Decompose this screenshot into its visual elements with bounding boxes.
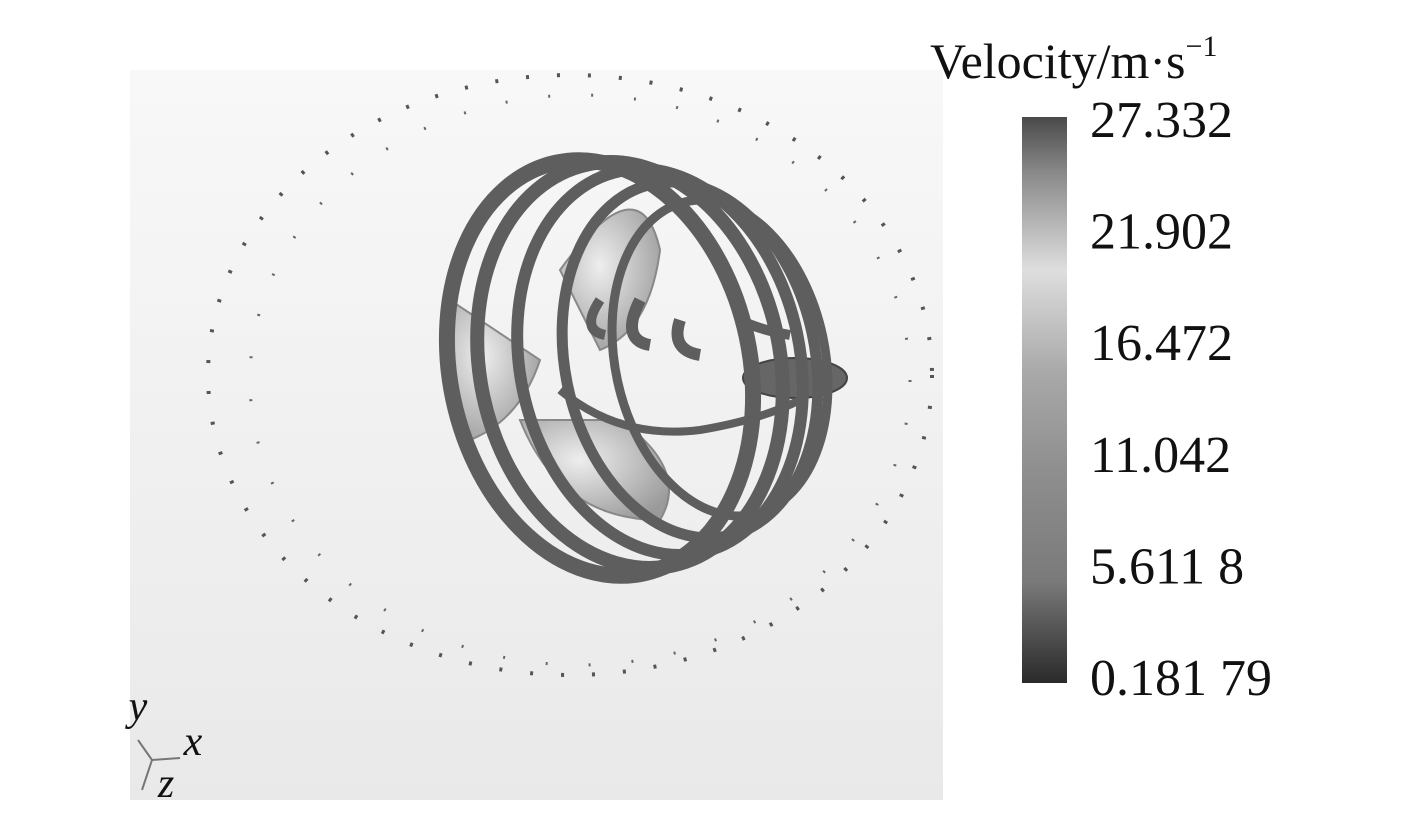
axis-label-x: x xyxy=(183,719,203,765)
axes-triad: y x z xyxy=(125,684,203,807)
scatter-fragments xyxy=(206,73,934,677)
vortex-rings xyxy=(438,152,833,584)
colorbar-labels: 27.332 21.902 16.472 11.042 5.611 8 0.181 79 xyxy=(1090,92,1272,707)
colorbar-label: 11.042 xyxy=(1090,427,1231,484)
colorbar-title-text: Velocity/m·s xyxy=(930,33,1186,89)
colorbar-label: 0.181 79 xyxy=(1090,650,1272,707)
colorbar-title-superscript: −1 xyxy=(1186,30,1218,63)
axis-label-y: y xyxy=(125,684,148,730)
colorbar-label: 27.332 xyxy=(1090,92,1233,149)
colorbar-label: 21.902 xyxy=(1090,204,1233,261)
axis-label-z: z xyxy=(157,761,174,807)
colorbar xyxy=(1022,117,1067,683)
colorbar-label: 16.472 xyxy=(1090,315,1233,372)
colorbar-title: Velocity/m·s−1 xyxy=(930,30,1217,89)
scatter-fragments xyxy=(248,93,912,667)
colorbar-label: 5.611 8 xyxy=(1090,538,1244,595)
